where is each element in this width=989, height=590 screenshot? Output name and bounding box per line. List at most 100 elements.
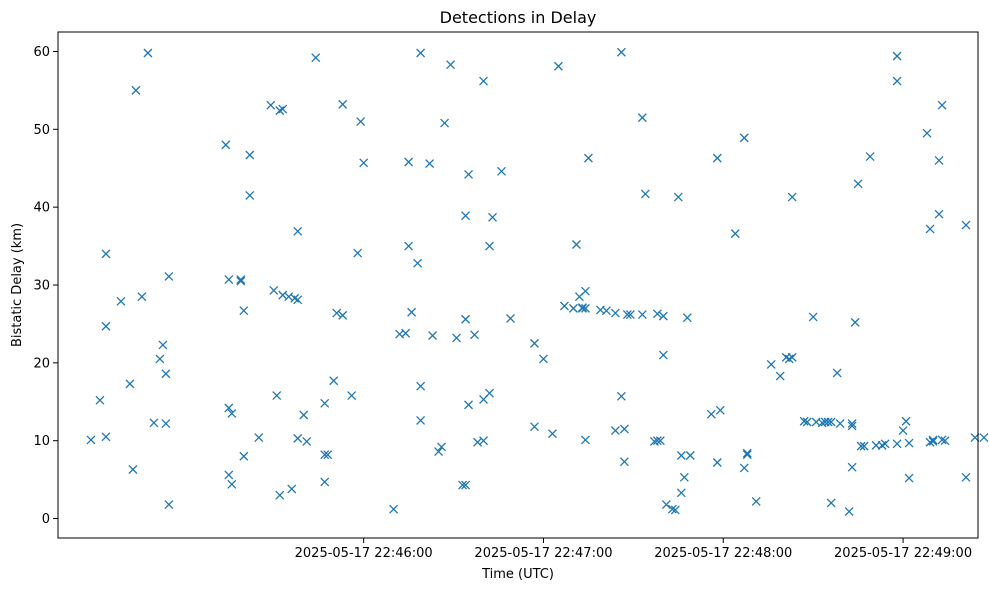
data-point <box>658 350 668 360</box>
data-point <box>101 321 111 331</box>
data-point <box>407 307 417 317</box>
data-point <box>892 439 902 449</box>
data-point <box>553 61 563 71</box>
data-point <box>685 451 695 460</box>
data-point <box>338 310 348 320</box>
data-point <box>485 241 494 251</box>
data-point <box>904 438 914 448</box>
data-point <box>254 433 264 443</box>
data-point <box>583 153 593 163</box>
data-point <box>637 310 647 320</box>
data-point <box>580 303 590 313</box>
y-tick-label: 0 <box>42 512 50 527</box>
data-point <box>266 100 276 110</box>
data-point <box>479 76 488 86</box>
data-point <box>329 376 339 386</box>
data-point <box>437 442 447 452</box>
data-point <box>272 391 282 401</box>
data-point <box>311 53 321 63</box>
data-point <box>832 368 842 378</box>
data-point <box>356 117 366 126</box>
data-point <box>676 488 686 498</box>
x-tick-label: 2025-05-17 22:47:00 <box>474 546 612 561</box>
data-point <box>679 472 689 482</box>
data-point <box>221 140 231 150</box>
data-point <box>577 303 587 313</box>
data-point <box>224 403 234 413</box>
x-tick-label: 2025-05-17 22:49:00 <box>834 546 972 561</box>
data-point <box>161 419 171 429</box>
data-point <box>859 441 869 451</box>
data-point <box>865 152 875 162</box>
data-point <box>245 150 255 160</box>
data-point <box>961 472 971 482</box>
data-point <box>137 292 147 302</box>
data-point <box>299 410 309 420</box>
data-point <box>937 100 947 110</box>
data-point <box>619 457 629 467</box>
data-point <box>787 352 797 362</box>
data-point <box>425 159 435 169</box>
data-point <box>488 212 497 222</box>
data-point <box>823 417 833 427</box>
data-point <box>673 192 683 202</box>
data-point <box>979 433 989 443</box>
data-point <box>239 306 249 316</box>
data-point <box>389 504 399 514</box>
data-point <box>904 473 914 483</box>
data-points <box>86 47 989 516</box>
data-point <box>712 458 722 467</box>
chart-title: Detections in Delay <box>440 8 597 27</box>
data-point <box>847 462 857 472</box>
x-axis-label: Time (UTC) <box>481 567 554 582</box>
data-point <box>284 292 294 302</box>
data-point <box>898 426 908 436</box>
data-point <box>826 498 836 508</box>
data-point <box>787 192 797 202</box>
y-axis-label: Bistatic Delay (km) <box>10 223 25 347</box>
data-point <box>278 290 288 300</box>
data-point <box>802 417 812 427</box>
data-point <box>416 415 426 425</box>
data-point <box>452 333 462 343</box>
data-point <box>506 314 515 323</box>
data-point <box>580 286 590 296</box>
data-point <box>332 308 342 318</box>
data-point <box>739 463 749 473</box>
data-point <box>844 507 854 516</box>
data-point <box>95 395 105 405</box>
data-point <box>461 314 471 324</box>
data-point <box>676 451 686 460</box>
y-tick-label: 40 <box>33 201 50 216</box>
data-point <box>661 500 671 509</box>
data-point <box>338 99 348 109</box>
x-tick-label: 2025-05-17 22:48:00 <box>654 546 792 561</box>
data-point <box>458 480 468 490</box>
data-point <box>464 400 474 410</box>
y-tick-label: 60 <box>33 45 50 60</box>
data-point <box>227 408 237 418</box>
data-point <box>539 354 548 364</box>
data-point <box>320 450 330 460</box>
data-point <box>766 359 776 369</box>
y-tick-label: 50 <box>33 123 50 138</box>
data-point <box>616 47 626 57</box>
data-point <box>715 405 725 415</box>
data-point <box>359 158 369 168</box>
data-point <box>901 416 911 426</box>
x-axis: 2025-05-17 22:46:00 2025-05-17 22:47:00 20… <box>295 538 972 561</box>
data-point <box>116 296 126 306</box>
data-point <box>461 211 471 221</box>
data-point <box>128 465 138 474</box>
data-point <box>320 398 330 408</box>
data-point <box>434 447 444 457</box>
data-point <box>928 435 938 445</box>
data-point <box>245 191 255 200</box>
data-point <box>464 169 474 179</box>
data-point <box>742 450 752 460</box>
data-point <box>473 437 483 447</box>
data-point <box>101 432 111 442</box>
data-point <box>353 248 363 258</box>
data-point <box>571 240 581 249</box>
data-point <box>530 422 539 432</box>
